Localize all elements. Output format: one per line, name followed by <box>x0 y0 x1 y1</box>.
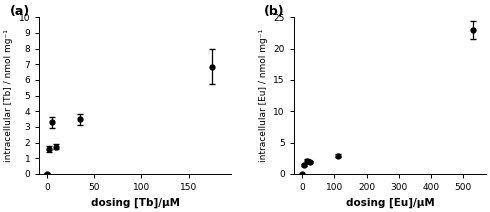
Text: (b): (b) <box>264 5 284 18</box>
Y-axis label: intracellular [Eu] / nmol mg⁻¹: intracellular [Eu] / nmol mg⁻¹ <box>259 29 268 162</box>
X-axis label: dosing [Tb]/μM: dosing [Tb]/μM <box>91 198 180 208</box>
X-axis label: dosing [Eu]/μM: dosing [Eu]/μM <box>345 198 434 208</box>
Y-axis label: intracellular [Tb] / nmol mg⁻¹: intracellular [Tb] / nmol mg⁻¹ <box>4 29 13 162</box>
Text: (a): (a) <box>9 5 30 18</box>
